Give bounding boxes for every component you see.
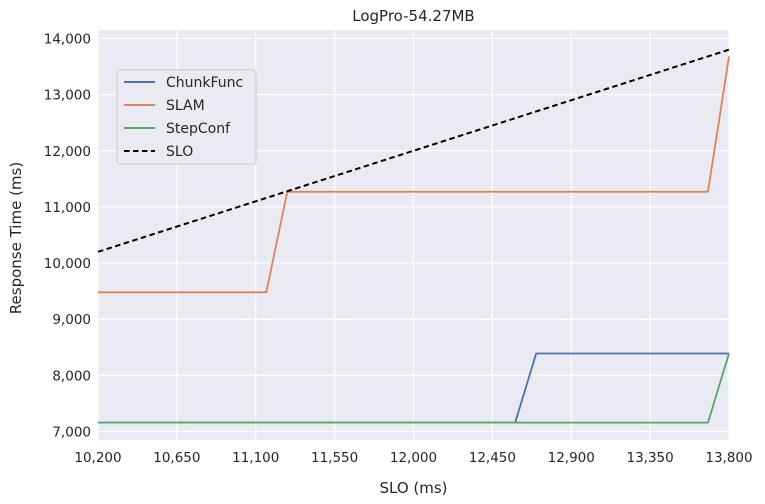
x-tick-label: 13,350: [627, 450, 674, 466]
series-line-slo: [97, 48, 730, 253]
x-axis-label: SLO (ms): [379, 479, 447, 497]
x-tick-labels: 10,200 10,650 11,100 11,550 12,000 12,450 12,9…: [74, 450, 752, 466]
series-line-stepconf: [98, 353, 730, 424]
y-axis-label: Response Time (ms): [7, 162, 25, 314]
legend-label-slam: SLAM: [166, 98, 205, 114]
x-tick-label: 10,200: [74, 450, 121, 466]
legend-label-stepconf: StepConf: [166, 121, 231, 137]
x-tick-label: 12,450: [469, 450, 516, 466]
y-tick-label: 13,000: [44, 88, 91, 104]
y-tick-label: 7,000: [52, 425, 91, 441]
y-tick-label: 8,000: [52, 368, 91, 384]
x-tick-label: 13,800: [705, 450, 752, 466]
legend-label-slo: SLO: [166, 144, 193, 160]
series-lines: [97, 48, 730, 424]
x-tick-label: 12,900: [548, 450, 595, 466]
y-tick-labels: 7,000 8,000 9,000 10,000 11,000 12,000 13,000 1…: [44, 31, 91, 440]
legend-label-chunkfunc: ChunkFunc: [166, 75, 243, 91]
y-tick-label: 11,000: [44, 200, 91, 216]
y-tick-label: 12,000: [44, 144, 91, 160]
y-tick-label: 9,000: [52, 312, 91, 328]
legend: ChunkFunc SLAM StepConf SLO: [116, 69, 257, 165]
legend-box: [116, 69, 257, 165]
x-tick-label: 12,000: [390, 450, 437, 466]
x-tick-label: 11,100: [232, 450, 279, 466]
x-tick-label: 11,550: [311, 450, 358, 466]
y-tick-label: 14,000: [44, 31, 91, 47]
y-tick-label: 10,000: [44, 256, 91, 272]
chart-title: LogPro-54.27MB: [352, 7, 474, 25]
x-tick-label: 10,650: [153, 450, 200, 466]
